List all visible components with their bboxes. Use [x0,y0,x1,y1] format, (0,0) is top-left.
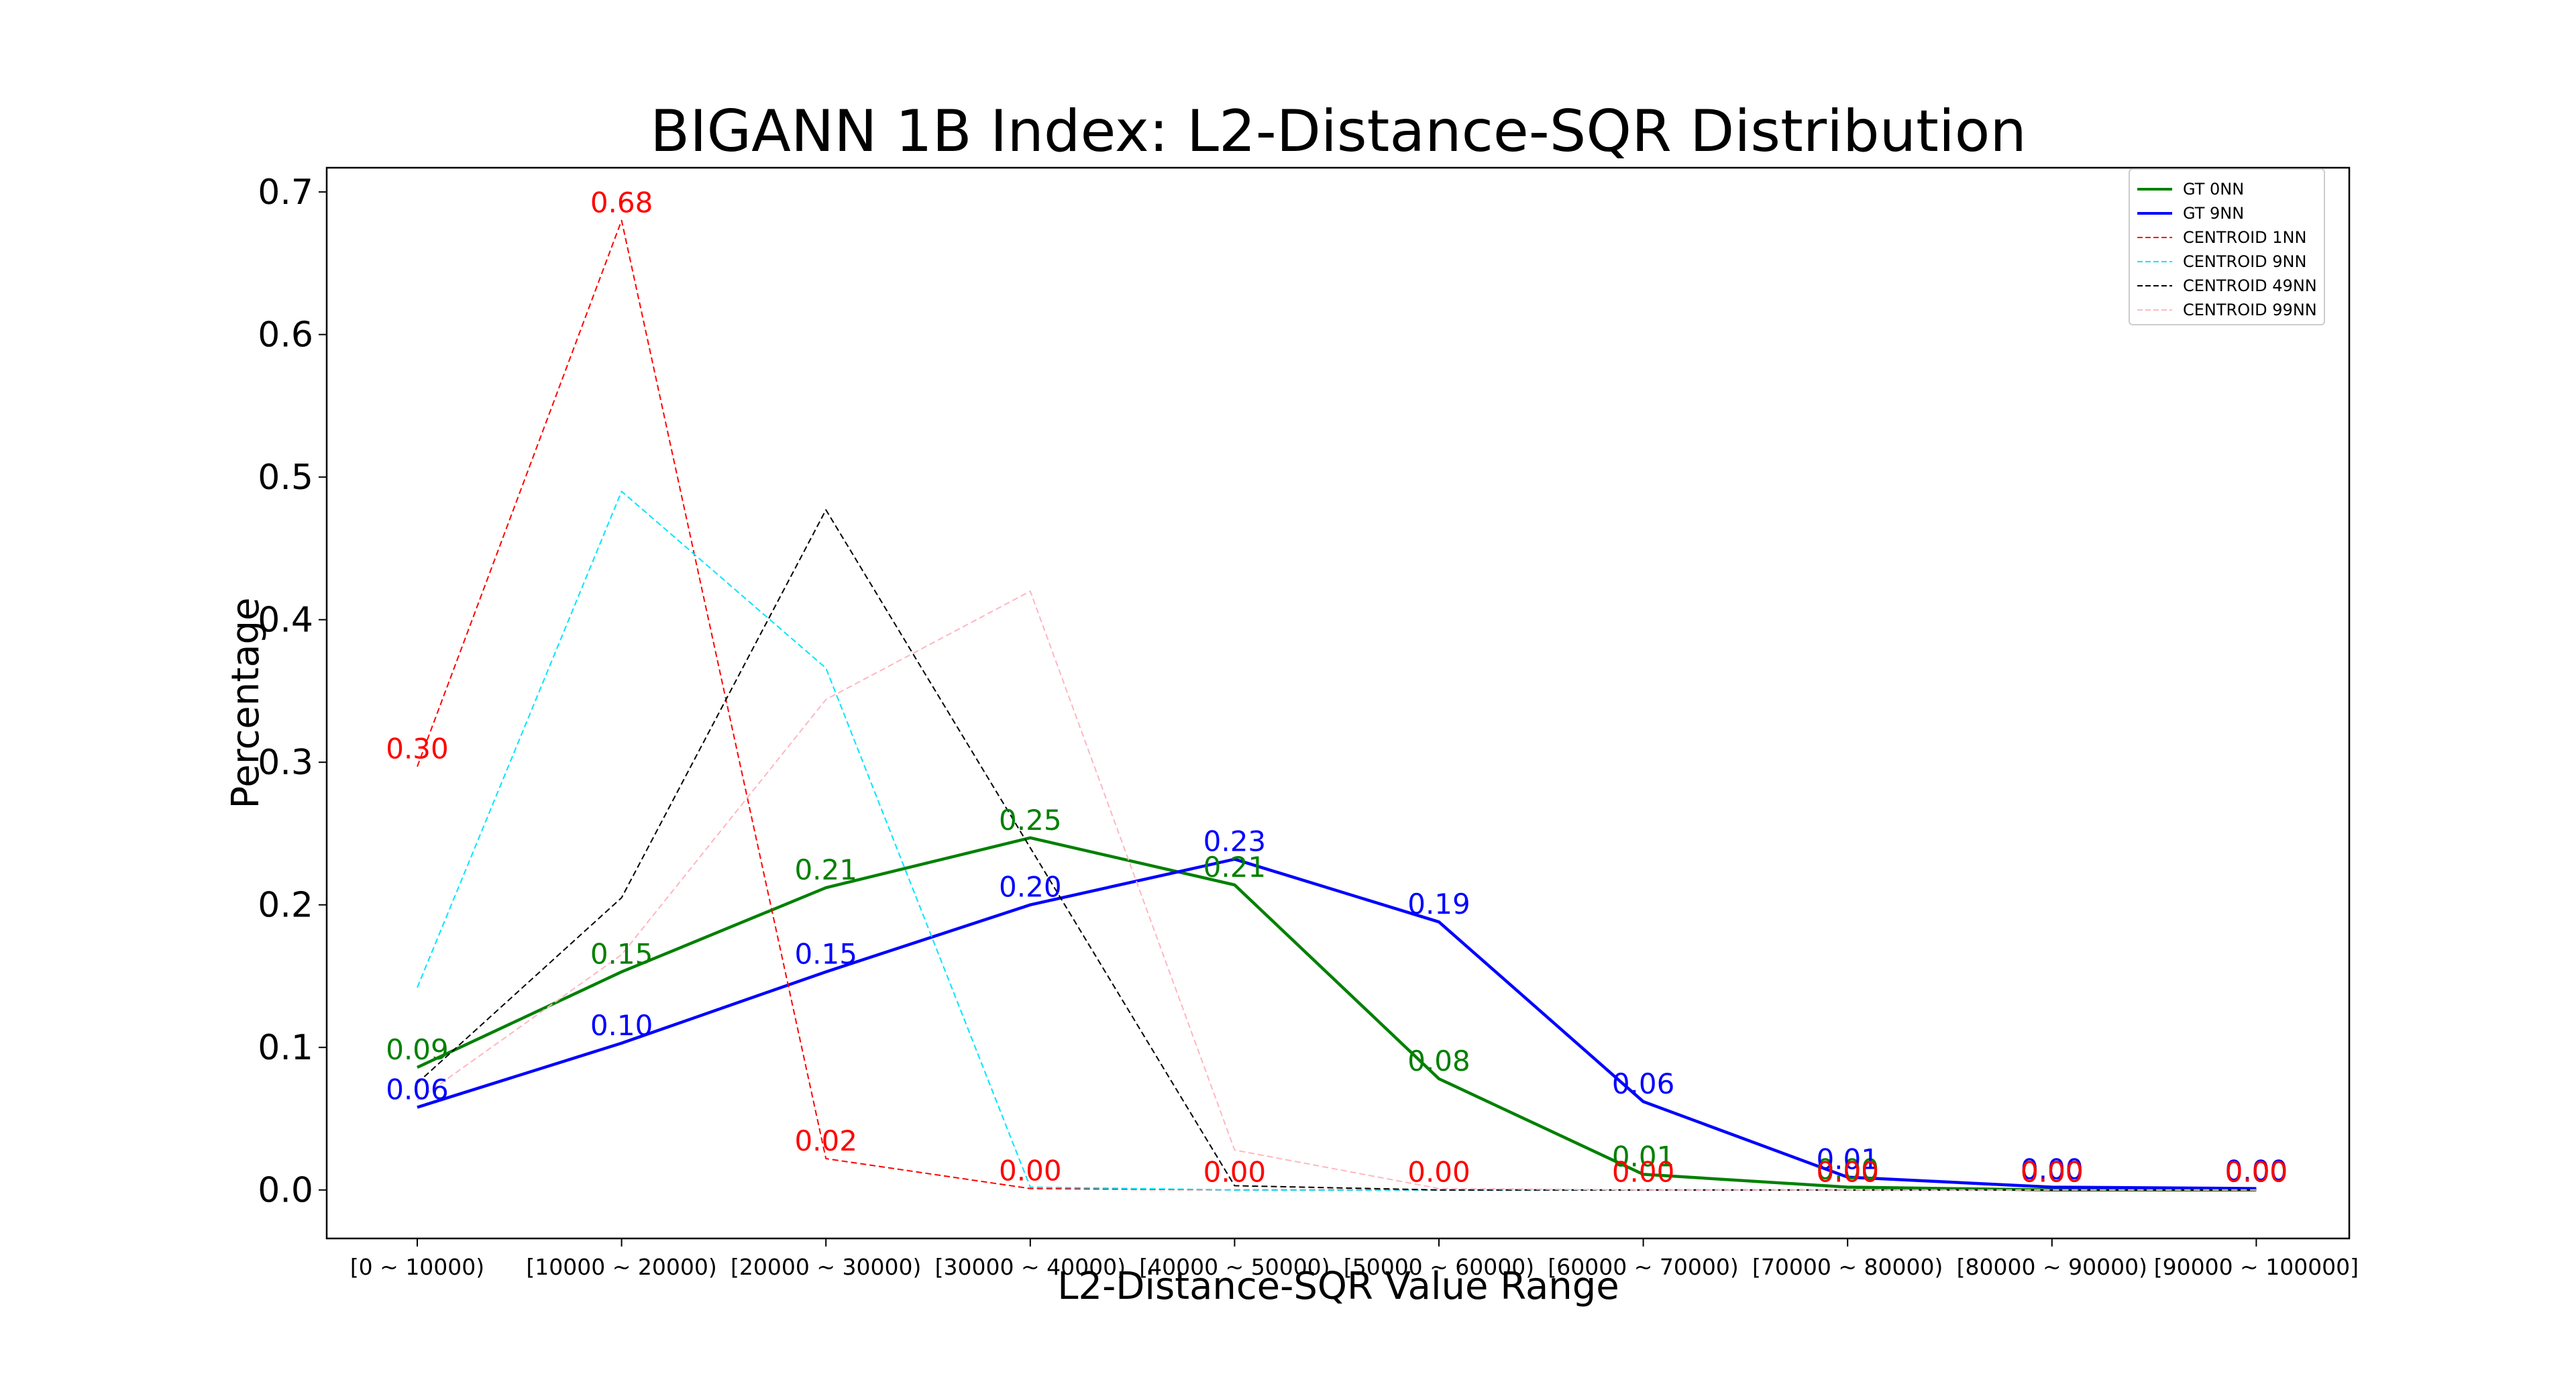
data-label: 0.08 [1407,1045,1470,1077]
data-label: 0.00 [2225,1156,2288,1189]
legend-label: CENTROID 49NN [2183,276,2317,295]
data-label: 0.06 [386,1073,449,1106]
data-label: 0.00 [999,1155,1062,1187]
data-label: 0.25 [999,804,1062,837]
x-tick-label: [60000 ~ 70000) [1548,1254,1738,1280]
data-label: 0.00 [2021,1156,2084,1189]
y-axis-label: Percentage [224,597,268,808]
y-tick-label: 0.3 [258,743,313,783]
data-label: 0.10 [590,1009,653,1042]
data-label: 0.00 [1612,1156,1675,1189]
data-label: 0.06 [1612,1067,1675,1100]
y-tick-label: 0.2 [258,886,313,926]
series-line [417,836,2257,1191]
data-label: 0.21 [794,853,857,886]
legend: GT 0NN GT 9NN CENTROID 1NN CENTROID 9NN CENT… [2129,168,2325,325]
data-label: 0.09 [386,1033,449,1066]
legend-label: CENTROID 9NN [2183,252,2306,271]
y-tick-label: 0.6 [258,315,313,356]
series-line [417,857,2257,1190]
y-tick-label: 0.4 [258,600,313,641]
legend-label: GT 0NN [2183,180,2244,199]
legend-box [2129,168,2325,325]
data-label: 0.23 [1203,825,1267,858]
data-label: 0.19 [1407,888,1470,920]
plot-area-frame [325,166,2351,1240]
x-tick-label: [10000 ~ 20000) [526,1254,716,1280]
y-tick-label: 0.7 [258,172,313,213]
data-label: 0.00 [2021,1156,2084,1189]
data-label: 0.01 [1612,1140,1675,1173]
legend-label: CENTROID 1NN [2183,228,2306,247]
data-label: 0.01 [1816,1143,1879,1176]
x-axis: [0 ~ 10000) [10000 ~ 20000) [20000 ~ 30000… [350,1238,2359,1280]
data-label: 0.00 [2021,1153,2084,1185]
x-tick-label: [40000 ~ 50000) [1139,1254,1330,1280]
data-label: 0.00 [2225,1156,2288,1189]
data-labels: 0.090.150.210.250.210.080.01 0.00 0.00 0.00… [386,187,2288,1189]
data-label: 0.00 [1816,1156,1879,1189]
data-label: 0.21 [1203,851,1267,884]
data-label: 0.00 [1816,1153,1879,1185]
x-tick-label: [20000 ~ 30000) [731,1254,921,1280]
data-label: 0.20 [999,871,1062,904]
data-label: 0.30 [386,733,449,765]
data-label: 0.00 [1407,1156,1470,1189]
data-label: 0.00 [2225,1155,2288,1187]
data-label: 0.15 [794,938,857,971]
data-label: 0.02 [794,1124,857,1157]
legend-label: CENTROID 99NN [2183,301,2317,319]
y-tick-label: 0.1 [258,1028,313,1068]
data-label: 0.15 [590,938,653,971]
x-tick-label: [90000 ~ 100000] [2154,1254,2359,1280]
x-tick-label: [30000 ~ 40000) [935,1254,1126,1280]
series-line [417,590,2257,1191]
chart-title: BIGANN 1B Index: L2-Distance-SQR Distrib… [650,98,2027,165]
x-tick-label: [80000 ~ 90000) [1957,1254,2147,1280]
series-lines [417,219,2257,1191]
x-tick-label: [0 ~ 10000) [350,1254,484,1280]
data-label: 0.68 [590,187,653,219]
data-label: 0.00 [1203,1156,1267,1189]
y-tick-label: 0.5 [258,458,313,498]
x-tick-label: [70000 ~ 80000) [1752,1254,1943,1280]
x-axis-label: L2-Distance-SQR Value Range [1057,1265,1619,1308]
x-tick-label: [50000 ~ 60000) [1344,1254,1534,1280]
y-axis: 0.0 0.1 0.2 0.3 0.4 0.5 0.6 0.7 [258,172,327,1211]
legend-label: GT 9NN [2183,204,2244,223]
y-tick-label: 0.0 [258,1171,313,1211]
